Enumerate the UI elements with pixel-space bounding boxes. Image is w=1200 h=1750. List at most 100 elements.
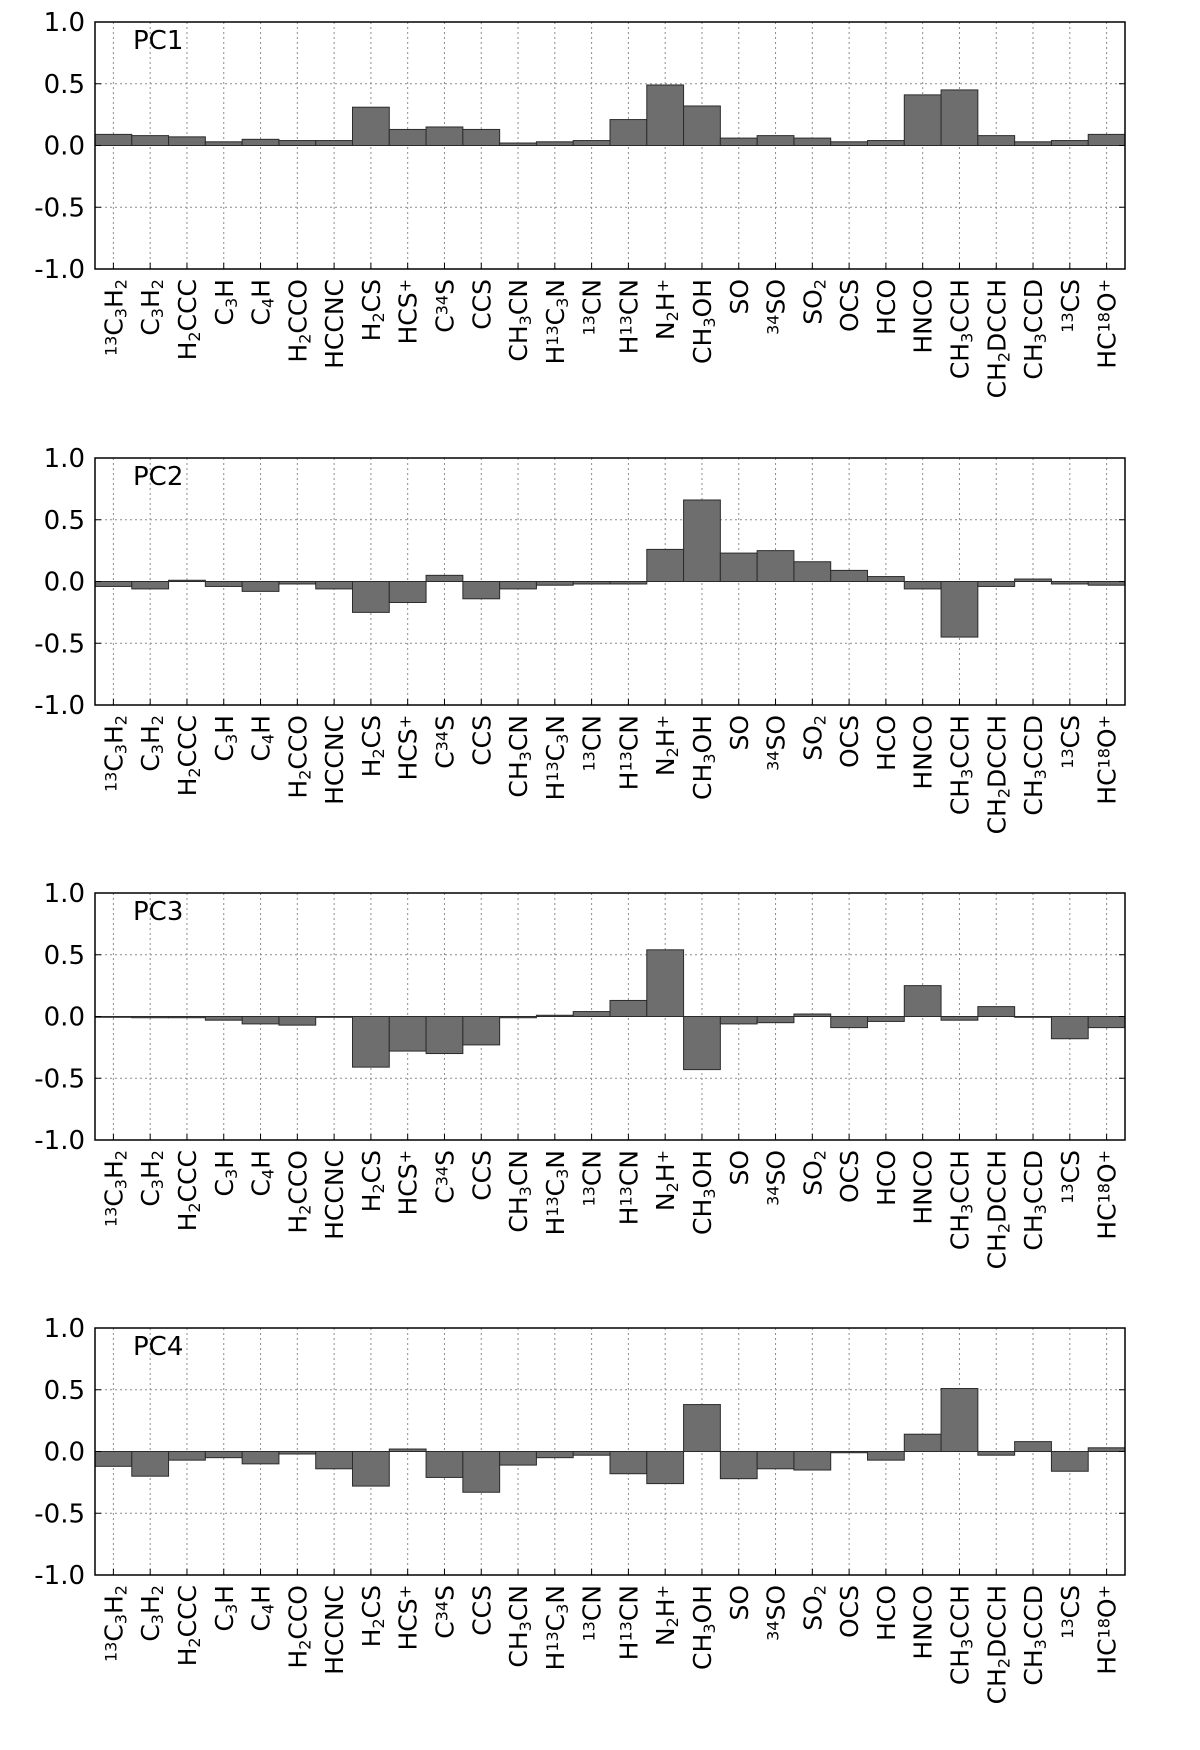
bar-CCS [462, 1451, 501, 1493]
x-tick-label-H2CCC: H2CCC [173, 1585, 204, 1666]
x-tick-label-SO2: SO2 [798, 279, 829, 325]
x-tick-label-H2CCO: H2CCO [283, 715, 314, 799]
x-tick-label-HNCO: HNCO [909, 1150, 938, 1225]
bar-13C3H2 [94, 581, 133, 587]
y-tick-label: -1.0 [34, 691, 85, 721]
bar-13C3H2 [94, 133, 133, 146]
bar-H13C3N [535, 141, 574, 146]
x-tick-label-C3H2: C3H2 [136, 715, 167, 772]
y-tick-label: -0.5 [34, 629, 85, 659]
bar-C3H [204, 581, 243, 587]
x-tick-label-13C3H2: 13C3H2 [99, 279, 130, 356]
y-tick-label: 0.0 [44, 1003, 85, 1033]
bar-CH3CCH [940, 1388, 979, 1453]
bar-C34S [425, 1016, 464, 1055]
x-tick-label-H13C3N: H13C3N [541, 1585, 572, 1671]
bar-34SO [756, 550, 795, 582]
x-tick-label-N2H+: N2H+ [651, 279, 682, 340]
x-tick-label-CH3CCD: CH3CCD [1019, 279, 1050, 380]
x-tick-label-CH3CCH: CH3CCH [945, 1585, 976, 1685]
x-tick-label-C34S: C34S [430, 1585, 459, 1639]
bar-C4H [241, 1016, 280, 1025]
bar-C4H [241, 1451, 280, 1465]
x-tick-label-CCS: CCS [467, 715, 496, 766]
y-tick-label: 0.5 [44, 941, 85, 971]
bar-SO [719, 1016, 758, 1025]
x-tick-label-CH3CCH: CH3CCH [945, 1150, 976, 1250]
x-tick-label-CH3OH: CH3OH [688, 1150, 719, 1235]
x-tick-label-C4H: C4H [247, 279, 278, 325]
x-tick-label-SO2: SO2 [798, 1585, 829, 1631]
bar-HCO [867, 1016, 905, 1022]
bar-13C3H2 [94, 1451, 133, 1467]
x-tick-label-SO: SO [725, 1585, 754, 1621]
x-tick-label-SO2: SO2 [798, 1150, 829, 1196]
y-tick-label: 0.5 [44, 70, 85, 100]
bar-SO [719, 137, 758, 146]
x-tick-label-N2H+: N2H+ [651, 715, 682, 776]
x-tick-label-CH3CN: CH3CN [504, 1150, 535, 1233]
bar-CH3OH [683, 1404, 721, 1452]
bar-C3H [204, 1016, 243, 1021]
y-tick-label: -1.0 [34, 1561, 85, 1591]
y-tick-label: 0.5 [44, 506, 85, 536]
bar-CH3CN [499, 1451, 537, 1466]
bar-CH3OH [683, 499, 721, 582]
bar-C4H [241, 138, 280, 146]
bar-C3H [204, 1451, 243, 1459]
bar-CH2DCCH [977, 1006, 1016, 1017]
bar-OCS [830, 141, 869, 146]
x-tick-label-HCO: HCO [872, 1150, 901, 1206]
y-tick-label: 1.0 [44, 444, 85, 474]
bar-H13C3N [535, 1451, 574, 1459]
x-tick-label-SO2: SO2 [798, 715, 829, 761]
panel-label: PC2 [133, 462, 183, 492]
x-tick-label-HCS+: HCS+ [394, 715, 423, 781]
bar-HCCNC [315, 581, 354, 590]
x-tick-label-H2CCO: H2CCO [283, 1585, 314, 1669]
bar-H2CCC [168, 136, 206, 146]
bar-N2H+ [646, 548, 685, 583]
x-tick-label-C3H: C3H [210, 715, 241, 761]
x-tick-label-C4H: C4H [247, 1150, 278, 1196]
bar-13CS [1050, 140, 1089, 146]
x-tick-label-34SO: 34SO [762, 715, 791, 771]
bar-H13CN [609, 1451, 648, 1475]
x-tick-label-C34S: C34S [430, 1150, 459, 1204]
x-tick-label-HNCO: HNCO [909, 715, 938, 790]
x-tick-label-CH2DCCH: CH2DCCH [982, 1150, 1013, 1269]
y-tick-label: 1.0 [44, 879, 85, 909]
bar-34SO [756, 135, 795, 146]
x-tick-label-C3H: C3H [210, 279, 241, 325]
x-tick-label-CH2DCCH: CH2DCCH [982, 1585, 1013, 1704]
x-tick-label-13CS: 13CS [1056, 1150, 1085, 1204]
bar-C34S [425, 1451, 464, 1478]
x-tick-label-HC18O+: HC18O+ [1093, 279, 1122, 369]
x-tick-label-H2CCC: H2CCC [173, 715, 204, 796]
x-tick-label-H13C3N: H13C3N [541, 279, 572, 365]
y-tick-label: -0.5 [34, 193, 85, 223]
bar-HCCNC [315, 1451, 354, 1470]
bar-SO [719, 1451, 758, 1480]
x-tick-label-HCS+: HCS+ [394, 1585, 423, 1651]
x-tick-label-SO: SO [725, 715, 754, 751]
x-tick-label-34SO: 34SO [762, 279, 791, 335]
x-tick-label-CH3CN: CH3CN [504, 715, 535, 798]
x-tick-label-SO: SO [725, 1150, 754, 1186]
x-tick-label-HCS+: HCS+ [394, 1150, 423, 1216]
bar-CH3CCH [940, 581, 979, 638]
x-tick-label-OCS: OCS [835, 715, 864, 768]
x-tick-label-HCCNC: HCCNC [320, 1585, 349, 1675]
bar-C3H2 [131, 135, 170, 146]
bar-34SO [756, 1451, 795, 1470]
bar-HCS+ [388, 128, 427, 147]
bar-H2CCC [168, 1451, 206, 1461]
y-tick-label: 1.0 [44, 1314, 85, 1344]
x-tick-label-CCS: CCS [467, 279, 496, 330]
bar-C3H2 [131, 1451, 170, 1477]
x-tick-label-13CN: 13CN [578, 715, 607, 772]
x-tick-label-13CS: 13CS [1056, 715, 1085, 769]
bar-13CN [572, 1011, 611, 1017]
